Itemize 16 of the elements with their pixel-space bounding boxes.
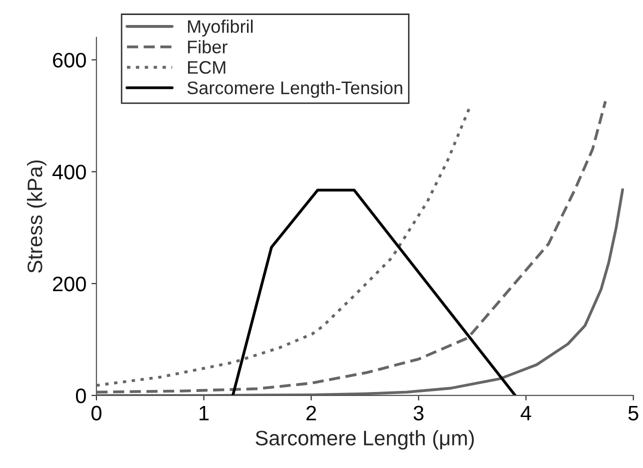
- x-tick-label: 5: [628, 406, 638, 420]
- x-tick-label: 0: [91, 406, 102, 420]
- y-tick-label: 0: [76, 388, 86, 404]
- legend-label: Sarcomere Length-Tension: [187, 80, 402, 98]
- x-tick-label: 3: [414, 406, 424, 420]
- x-tick-label: 4: [520, 406, 532, 420]
- legend-label: Fiber: [188, 40, 228, 54]
- x-tick-label: 2: [306, 406, 316, 420]
- x-tick-label: 1: [200, 406, 209, 420]
- legend-label: Myofibril: [188, 20, 253, 36]
- x-axis-title: Sarcomere Length (μm): [256, 430, 474, 450]
- y-tick-label: 600: [53, 52, 86, 68]
- y-axis-title: Stress (kPa): [26, 160, 46, 273]
- y-tick-label: 400: [52, 164, 86, 180]
- y-tick-label: 200: [53, 276, 86, 292]
- legend-label: ECM: [188, 61, 226, 74]
